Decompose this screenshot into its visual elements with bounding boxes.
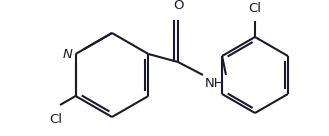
Text: O: O (173, 0, 183, 12)
Text: Cl: Cl (248, 2, 262, 15)
Text: Cl: Cl (50, 113, 63, 126)
Text: NH: NH (205, 77, 225, 90)
Text: N: N (63, 47, 73, 61)
